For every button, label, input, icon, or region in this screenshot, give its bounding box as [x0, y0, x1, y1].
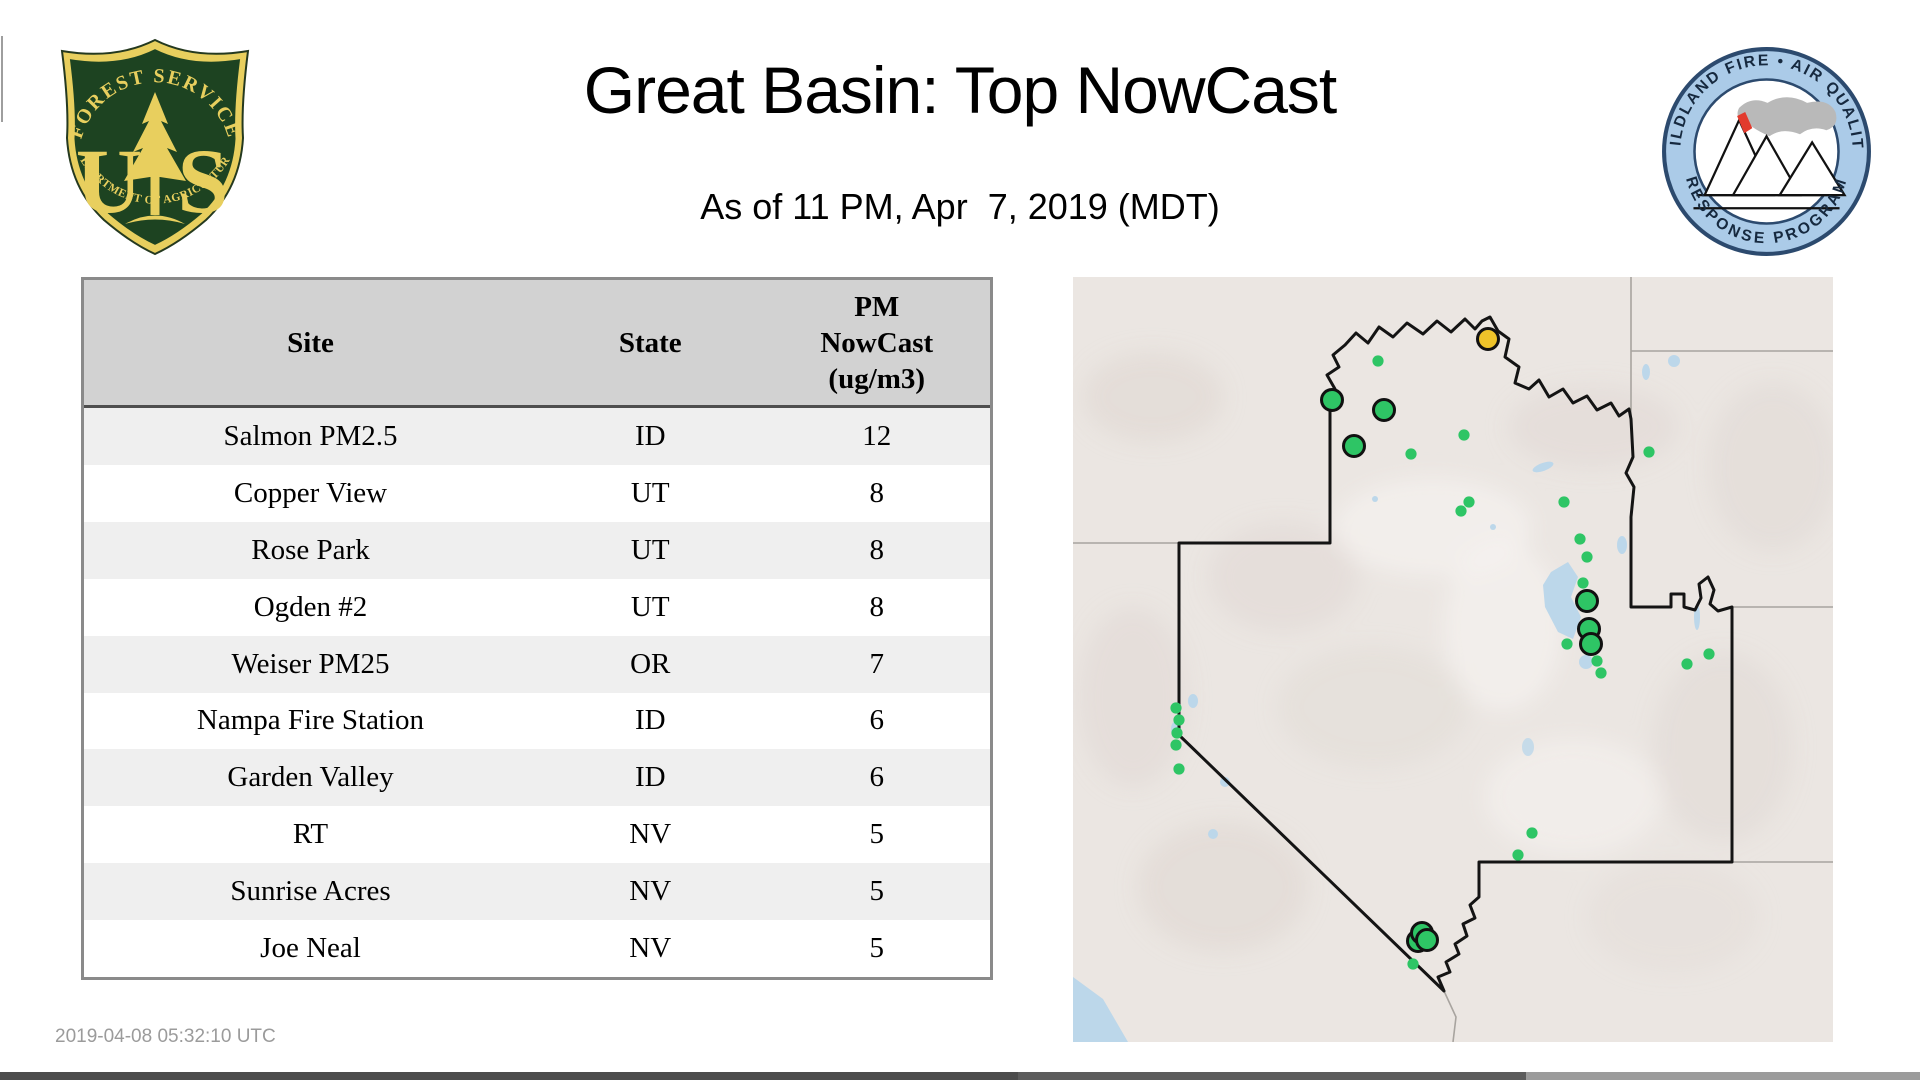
- map-boundary: [1177, 315, 1734, 993]
- nowcast-cell: 8: [869, 590, 885, 623]
- state-cell: UT: [630, 533, 670, 566]
- site-cell: Sunrise Acres: [230, 875, 391, 908]
- state-cell: UT: [630, 476, 670, 509]
- nowcast-cell: 7: [869, 647, 885, 680]
- monitor-site-dot: [1407, 958, 1419, 970]
- monitor-site-dot: [1512, 849, 1524, 861]
- monitor-site-dot: [1173, 714, 1185, 726]
- table-row: Joe Neal NV 5: [84, 920, 990, 978]
- monitor-site-dot: [1643, 446, 1655, 458]
- site-cell: Ogden #2: [253, 590, 368, 623]
- moderate-site-marker: [1476, 327, 1500, 351]
- state-cell: OR: [630, 647, 671, 680]
- window-bottom-edge: [0, 1072, 1920, 1080]
- monitor-site-dot: [1455, 505, 1467, 517]
- table-row: Weiser PM25 OR 7: [84, 635, 990, 693]
- map-markers: [1170, 327, 1715, 970]
- monitor-site-dot: [1170, 739, 1182, 751]
- monitor-site-dot: [1372, 355, 1384, 367]
- table-row: Garden Valley ID 6: [84, 749, 990, 807]
- mountains-smoke-icon: [1693, 97, 1847, 210]
- monitor-site-dot: [1558, 496, 1570, 508]
- top-site-marker: [1372, 398, 1396, 422]
- window-edge-segment: [1526, 1072, 1920, 1080]
- edge-artifact-line: [1, 36, 3, 122]
- nowcast-cell: 8: [869, 476, 885, 509]
- table-row: Sunrise Acres NV 5: [84, 863, 990, 921]
- state-cell: NV: [629, 932, 672, 965]
- nowcast-cell: 6: [869, 704, 885, 737]
- table-row: Ogden #2 UT 8: [84, 578, 990, 636]
- fs-logo-letter-s: S: [177, 130, 228, 232]
- nowcast-table: Site State PM NowCast (ug/m3) Salmon PM2…: [81, 277, 993, 980]
- state-cell: ID: [634, 761, 666, 794]
- nowcast-cell: 6: [869, 761, 885, 794]
- monitor-site-dot: [1581, 551, 1593, 563]
- site-cell: Joe Neal: [260, 932, 361, 965]
- monitor-site-dot: [1703, 648, 1715, 660]
- site-cell: RT: [292, 818, 329, 851]
- top-site-marker: [1575, 589, 1599, 613]
- monitor-site-dot: [1173, 763, 1185, 775]
- top-site-marker: [1342, 434, 1366, 458]
- monitor-site-dot: [1458, 429, 1470, 441]
- top-site-marker: [1415, 928, 1439, 952]
- table-row: Rose Park UT 8: [84, 521, 990, 579]
- generated-timestamp: 2019-04-08 05:32:10 UTC: [55, 1026, 276, 1047]
- state-cell: ID: [634, 419, 666, 452]
- fs-logo-letter-u: U: [76, 130, 142, 232]
- table-row: RT NV 5: [84, 806, 990, 864]
- state-cell: UT: [630, 590, 670, 623]
- monitor-site-dot: [1591, 655, 1603, 667]
- monitor-site-dot: [1405, 448, 1417, 460]
- site-cell: Garden Valley: [227, 761, 394, 794]
- nowcast-cell: 8: [869, 533, 885, 566]
- state-cell: NV: [629, 818, 672, 851]
- site-cell: Nampa Fire Station: [196, 704, 425, 737]
- map-svg: [1073, 277, 1833, 1042]
- col-header-pm-nowcast: PM NowCast (ug/m3): [820, 290, 934, 395]
- monitor-site-dot: [1526, 827, 1538, 839]
- air-quality-program-logo: WILDLAND FIRE • AIR QUALITY RESPONSE PRO…: [1660, 45, 1871, 256]
- window-edge-segment: [1018, 1072, 1526, 1080]
- nowcast-cell: 5: [869, 932, 885, 965]
- table-body: Salmon PM2.5 ID 12 Copper View UT 8 Rose Park U…: [84, 408, 990, 978]
- map-state-lines: [1073, 277, 1833, 1042]
- map-terrain-shading: [1078, 352, 1833, 972]
- page-title: Great Basin: Top NowCast: [583, 53, 1337, 127]
- site-cell: Rose Park: [251, 533, 370, 566]
- monitor-site-dot: [1681, 658, 1693, 670]
- table-header-row: Site State PM NowCast (ug/m3): [84, 280, 990, 408]
- top-site-marker: [1320, 388, 1344, 412]
- col-header-site: Site: [287, 326, 334, 359]
- nowcast-cell: 5: [869, 875, 885, 908]
- nowcast-cell: 12: [862, 419, 892, 452]
- flame-icon: [1737, 111, 1753, 134]
- monitor-site-dot: [1574, 533, 1586, 545]
- monitor-site-dot: [1595, 667, 1607, 679]
- state-cell: ID: [634, 704, 666, 737]
- monitor-site-dot: [1171, 727, 1183, 739]
- col-header-state: State: [618, 326, 682, 359]
- top-site-marker: [1579, 632, 1603, 656]
- nowcast-cell: 5: [869, 818, 885, 851]
- site-cell: Salmon PM2.5: [223, 419, 398, 452]
- page-subtitle: As of 11 PM, Apr 7, 2019 (MDT): [700, 186, 1220, 227]
- site-cell: Copper View: [233, 476, 388, 509]
- table-row: Salmon PM2.5 ID 12: [84, 408, 990, 465]
- state-cell: NV: [629, 875, 672, 908]
- table-row: Copper View UT 8: [84, 464, 990, 522]
- monitor-site-dot: [1577, 577, 1589, 589]
- forest-service-logo: FOREST SERVICE U S DEPARTMENT OF AGRICUL…: [55, 36, 250, 256]
- great-basin-map: [1073, 277, 1833, 1042]
- monitor-site-dot: [1463, 496, 1475, 508]
- window-edge-segment: [0, 1072, 1018, 1080]
- pine-tree-icon: [124, 92, 186, 224]
- table-row: Nampa Fire Station ID 6: [84, 692, 990, 750]
- monitor-site-dot: [1170, 702, 1182, 714]
- monitor-site-dot: [1561, 638, 1573, 650]
- site-cell: Weiser PM25: [231, 647, 390, 680]
